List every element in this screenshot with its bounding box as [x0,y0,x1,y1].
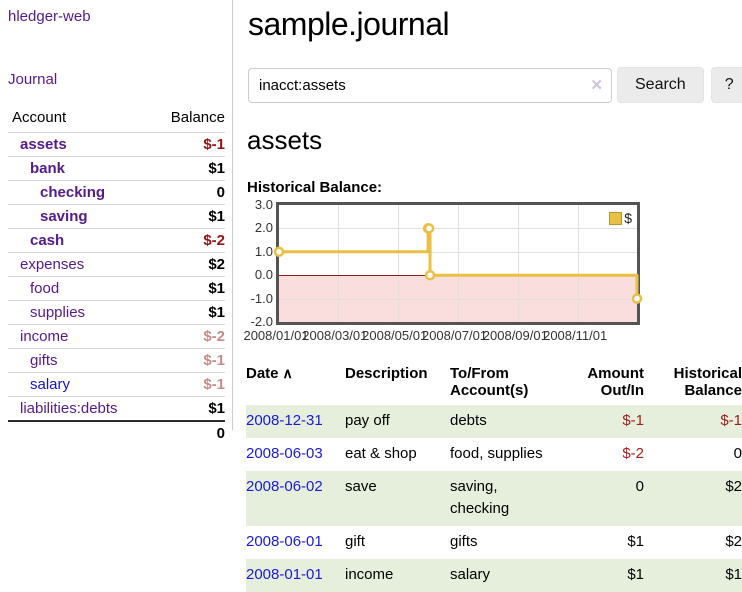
account-link-checking[interactable]: checking [40,184,105,201]
transaction-description: eat & shop [345,438,450,471]
account-row: expenses $2 [8,253,225,277]
accounts-total: 0 [150,421,225,445]
sort-asc-icon: ∧ [283,365,293,381]
account-link-income[interactable]: income [20,328,68,345]
account-balance: 0 [150,181,225,205]
transaction-description: pay off [345,405,450,438]
account-balance: $1 [150,157,225,181]
transaction-accounts: food, supplies [450,438,562,471]
main-content: sample.journal ✕ Search ? assets Histori… [246,0,742,592]
account-row: liabilities:debts $1 [8,397,225,422]
search-button[interactable]: Search [617,67,704,103]
account-balance: $-2 [150,325,225,349]
transaction-amount: $1 [562,559,644,592]
accounts-total-row: 0 [8,421,225,445]
transaction-balance: $2 [644,471,742,526]
account-link-gifts[interactable]: gifts [30,352,58,369]
transaction-row: 2008-06-02 save saving,checking 0 $2 [246,471,742,526]
account-row: salary $-1 [8,373,225,397]
account-link-supplies[interactable]: supplies [30,304,85,321]
transaction-accounts: debts [450,405,562,438]
chart-legend: $ [609,210,632,226]
transaction-description: income [345,559,450,592]
account-balance: $1 [150,205,225,229]
transaction-balance: $2 [644,526,742,559]
account-row: supplies $1 [8,301,225,325]
transaction-accounts: gifts [450,526,562,559]
header-historical-balance[interactable]: Historical Balance [644,363,742,405]
legend-swatch-icon [609,212,622,225]
account-link-liabilities-debts[interactable]: liabilities:debts [20,400,118,417]
header-description[interactable]: Description [345,363,450,405]
transaction-balance: $1 [644,559,742,592]
transaction-date-link[interactable]: 2008-06-01 [246,533,323,550]
transaction-accounts: saving,checking [450,471,562,526]
transaction-amount: 0 [562,471,644,526]
account-row: cash $-2 [8,229,225,253]
transaction-row: 2008-01-01 income salary $1 $1 [246,559,742,592]
chart-y-axis: 3.02.01.00.0-1.0-2.0 [246,202,273,325]
transaction-date-link[interactable]: 2008-06-02 [246,478,323,495]
account-link-expenses[interactable]: expenses [20,256,84,273]
transaction-balance: 0 [644,438,742,471]
transaction-amount: $1 [562,526,644,559]
chart-x-axis: 2008/01/012008/03/012008/05/012008/07/01… [276,328,640,344]
account-link-food[interactable]: food [30,280,59,297]
app-title-link[interactable]: hledger-web [8,8,91,25]
transaction-date-link[interactable]: 2008-01-01 [246,566,323,583]
account-row: bank $1 [8,157,225,181]
transaction-description: gift [345,526,450,559]
account-row: checking 0 [8,181,225,205]
transaction-row: 2008-06-03 eat & shop food, supplies $-2… [246,438,742,471]
account-link-saving[interactable]: saving [40,208,88,225]
header-tofrom-accounts[interactable]: To/From Account(s) [450,363,562,405]
chart-label: Historical Balance: [247,179,742,196]
header-date[interactable]: Date∧ [246,363,345,405]
account-balance: $-1 [150,133,225,157]
transaction-row: 2008-06-01 gift gifts $1 $2 [246,526,742,559]
account-row: food $1 [8,277,225,301]
account-balance: $-1 [150,349,225,373]
account-balance: $-1 [150,373,225,397]
account-balance: $1 [150,397,225,422]
historical-balance-chart: 3.02.01.00.0-1.0-2.0 $ 2008/01/012008/03… [246,202,742,342]
accounts-header-account: Account [8,106,150,133]
transaction-row: 2008-12-31 pay off debts $-1 $-1 [246,405,742,438]
search-form: ✕ Search ? [248,67,742,103]
transaction-accounts: salary [450,559,562,592]
transaction-date-link[interactable]: 2008-06-03 [246,445,323,462]
account-balance: $-2 [150,229,225,253]
legend-label: $ [624,210,632,226]
accounts-table: Account Balance assets $-1 bank $1 check… [8,106,225,445]
transaction-amount: $-1 [562,405,644,438]
header-amount-outin[interactable]: Amount Out/In [562,363,644,405]
account-link-bank[interactable]: bank [30,160,65,177]
register-table: Date∧ Description To/From Account(s) Amo… [246,363,742,592]
account-balance: $1 [150,301,225,325]
help-button[interactable]: ? [711,67,742,103]
account-row: gifts $-1 [8,349,225,373]
chart-plot-inner [279,205,637,322]
account-link-cash[interactable]: cash [30,232,64,249]
page-title: sample.journal [248,6,742,43]
account-row: saving $1 [8,205,225,229]
sidebar-item-journal[interactable]: Journal [8,71,57,88]
account-row: income $-2 [8,325,225,349]
clear-search-icon[interactable]: ✕ [590,76,603,94]
transaction-description: save [345,471,450,526]
accounts-header-balance: Balance [150,106,225,133]
account-balance: $1 [150,277,225,301]
search-input[interactable] [248,68,612,103]
register-header-row: Date∧ Description To/From Account(s) Amo… [246,363,742,405]
transaction-balance: $-1 [644,405,742,438]
transaction-amount: $-2 [562,438,644,471]
sidebar: hledger-web Journal Account Balance asse… [0,0,233,430]
account-link-assets[interactable]: assets [20,136,67,153]
account-row: assets $-1 [8,133,225,157]
account-link-salary[interactable]: salary [30,376,70,393]
transaction-date-link[interactable]: 2008-12-31 [246,412,323,429]
account-heading: assets [247,125,742,156]
account-balance: $2 [150,253,225,277]
chart-plot: $ [276,202,640,325]
